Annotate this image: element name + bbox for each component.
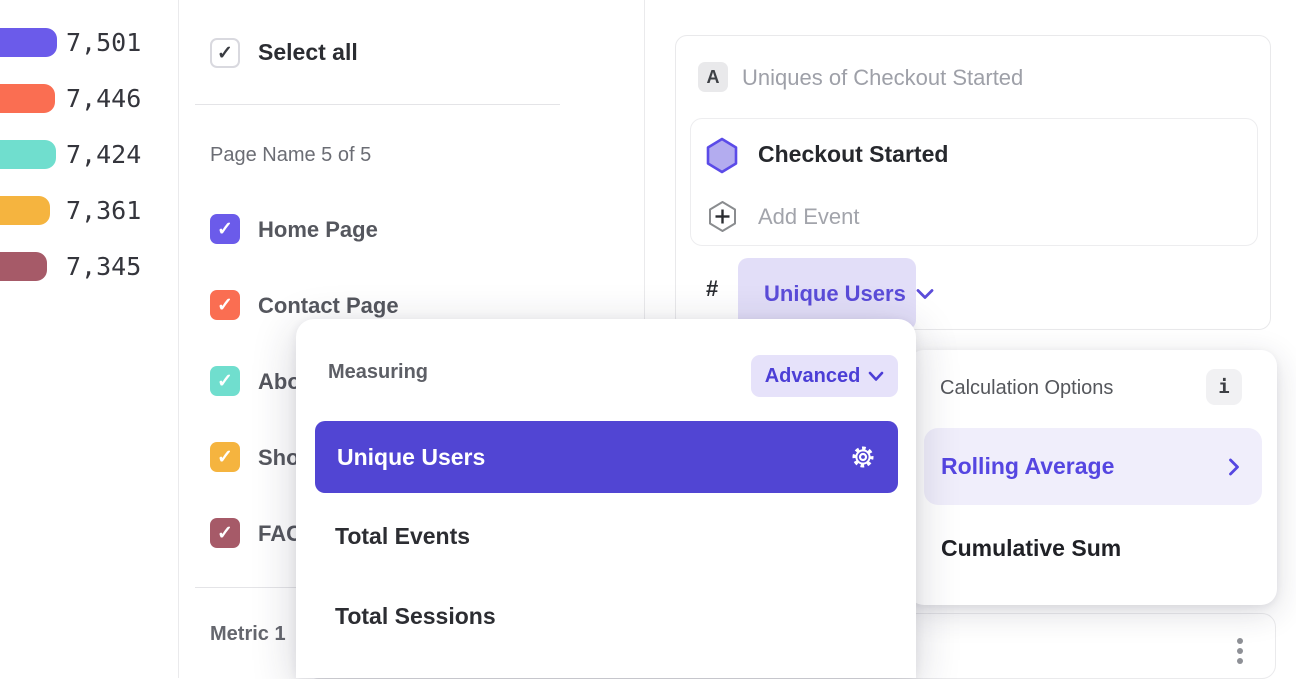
chevron-down-icon [916, 288, 934, 300]
menu-item-unique-users[interactable]: Unique Users [315, 421, 898, 493]
metric-tab-label[interactable]: Metric 1 [210, 623, 286, 645]
measure-value: Unique Users [764, 281, 906, 306]
legend-value: 7,361 [66, 196, 142, 225]
filter-item-label[interactable]: Sho [258, 445, 300, 470]
menu-item-cumulative-sum[interactable]: Cumulative Sum [941, 535, 1122, 561]
measuring-title: Measuring [328, 361, 429, 383]
measure-prefix: # [706, 276, 719, 301]
menu-item-label: Unique Users [337, 443, 486, 470]
check-icon: ✓ [217, 522, 233, 544]
add-event-button[interactable]: Add Event [758, 204, 860, 229]
section-divider [195, 587, 303, 588]
legend-value: 7,501 [66, 28, 142, 57]
measuring-menu: Measuring Advanced Unique Users Total Ev… [296, 319, 916, 678]
legend-value: 7,424 [66, 140, 142, 169]
select-all-label[interactable]: Select all [258, 39, 358, 65]
legend-bar [0, 196, 50, 225]
event-list-card: Checkout Started Add Event [690, 118, 1258, 246]
select-all-checkbox[interactable]: ✓ [210, 38, 240, 68]
add-event-icon [708, 200, 737, 233]
menu-item-label: Rolling Average [941, 453, 1115, 479]
advanced-label: Advanced [764, 364, 861, 387]
event-hexagon-icon [706, 137, 738, 174]
series-badge: A [698, 62, 728, 92]
menu-item-total-events[interactable]: Total Events [335, 523, 471, 549]
kebab-menu-icon[interactable] [1237, 638, 1243, 664]
event-builder-card: A Uniques of Checkout Started Checkout S… [675, 35, 1271, 330]
filter-item-label[interactable]: Home Page [258, 217, 378, 242]
filter-item-label[interactable]: Abo [258, 369, 301, 394]
check-icon: ✓ [217, 294, 233, 316]
legend-value: 7,345 [66, 252, 142, 281]
chevron-right-icon [1228, 458, 1240, 476]
check-icon: ✓ [217, 42, 233, 64]
checkbox-faq-page[interactable]: ✓ [210, 518, 240, 548]
info-icon[interactable]: i [1206, 369, 1242, 405]
advanced-dropdown[interactable]: Advanced [751, 355, 898, 397]
calculation-options-menu: Calculation Options i Rolling Average Cu… [908, 350, 1277, 605]
section-divider [195, 104, 560, 105]
legend-bar [0, 252, 47, 281]
menu-item-total-sessions[interactable]: Total Sessions [335, 603, 496, 629]
checkbox-about-page[interactable]: ✓ [210, 366, 240, 396]
checkbox-shop-page[interactable]: ✓ [210, 442, 240, 472]
check-icon: ✓ [217, 218, 233, 240]
chevron-down-icon [868, 371, 884, 382]
checkbox-contact-page[interactable]: ✓ [210, 290, 240, 320]
filter-item-label[interactable]: FAC [258, 521, 302, 546]
gear-icon[interactable] [850, 444, 876, 470]
check-icon: ✓ [217, 446, 233, 468]
legend-bar [0, 84, 55, 113]
check-icon: ✓ [217, 370, 233, 392]
filter-item-label[interactable]: Contact Page [258, 293, 399, 318]
group-by-label: Page Name 5 of 5 [210, 144, 372, 166]
checkbox-home-page[interactable]: ✓ [210, 214, 240, 244]
legend-value: 7,446 [66, 84, 142, 113]
event-name[interactable]: Checkout Started [758, 141, 949, 167]
panel-divider [178, 0, 179, 678]
measure-dropdown[interactable]: Unique Users [738, 258, 934, 330]
legend-bar [0, 28, 57, 57]
menu-item-rolling-average[interactable]: Rolling Average [924, 428, 1262, 505]
series-name-input[interactable]: Uniques of Checkout Started [742, 65, 1024, 90]
calculation-options-title: Calculation Options [940, 377, 1114, 399]
legend-bar [0, 140, 56, 169]
